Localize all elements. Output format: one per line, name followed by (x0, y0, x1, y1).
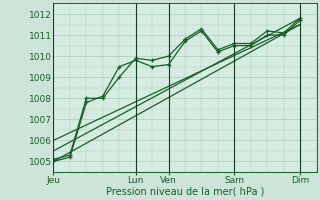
X-axis label: Pression niveau de la mer( hPa ): Pression niveau de la mer( hPa ) (106, 187, 264, 197)
